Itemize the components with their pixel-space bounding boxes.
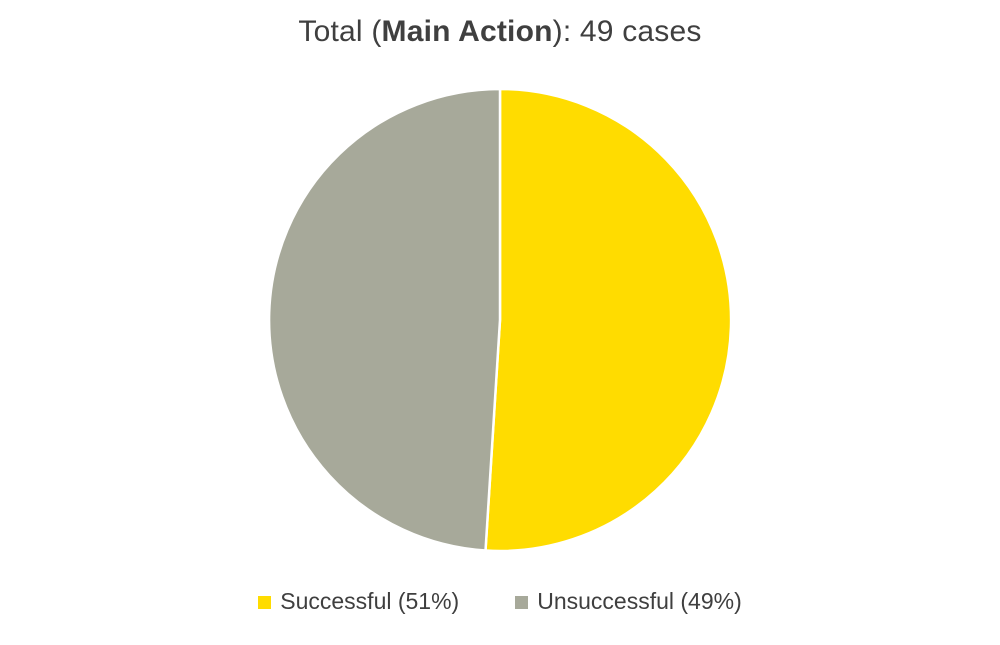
legend-swatch <box>258 596 272 609</box>
legend: Successful (51%) Unsuccessful (49%) <box>0 588 1000 615</box>
legend-label: Unsuccessful (49%) <box>537 588 742 614</box>
legend-label: Successful (51%) <box>280 588 460 614</box>
legend-item-unsuccessful: Unsuccessful (49%) <box>515 588 742 615</box>
chart-title: Total (Main Action): 49 cases <box>0 15 1000 49</box>
pie-chart <box>267 87 733 553</box>
chart-title-bold: Main Action <box>381 15 553 48</box>
legend-item-successful: Successful (51%) <box>258 588 459 615</box>
legend-swatch <box>515 596 529 609</box>
chart-title-suffix: ): 49 cases <box>552 15 702 48</box>
chart-title-prefix: Total ( <box>298 15 382 48</box>
pie-slice-unsuccessful <box>267 87 502 552</box>
pie-slice-successful <box>484 87 733 553</box>
